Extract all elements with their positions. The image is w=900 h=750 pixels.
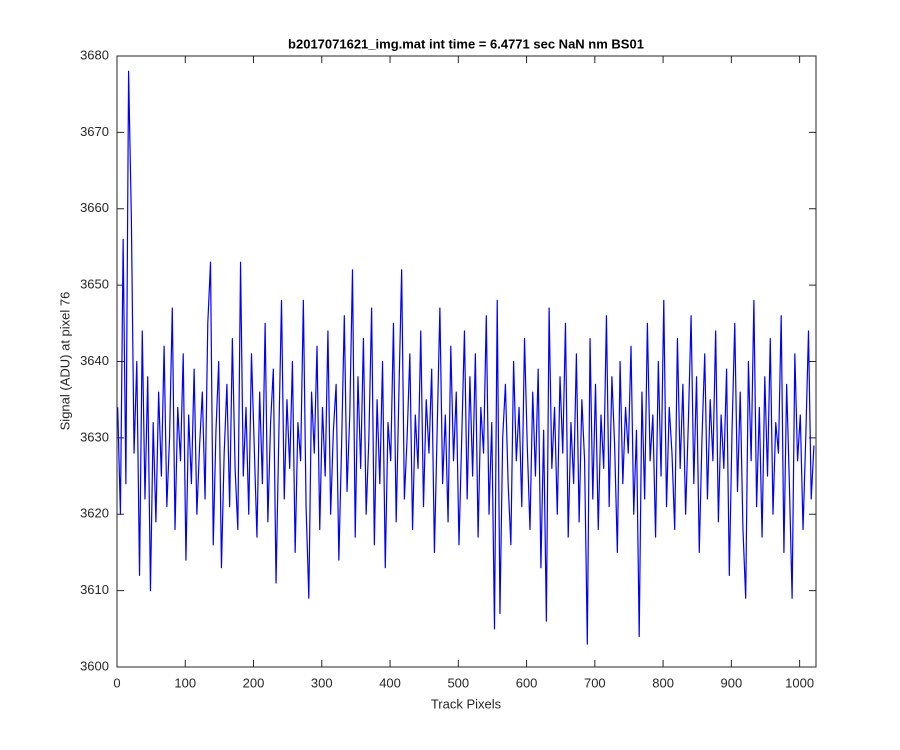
x-tick-label: 400 — [379, 675, 401, 690]
y-tick-label: 3660 — [80, 200, 109, 215]
x-tick-label: 800 — [652, 675, 674, 690]
x-tick-label: 1000 — [785, 675, 814, 690]
x-tick-label: 300 — [311, 675, 333, 690]
y-tick-label: 3620 — [80, 506, 109, 521]
y-tick-label: 3670 — [80, 124, 109, 139]
axes-box — [116, 55, 817, 668]
x-tick-label: 0 — [113, 675, 120, 690]
x-tick-label: 900 — [721, 675, 743, 690]
y-tick-label: 3610 — [80, 582, 109, 597]
x-tick-label: 600 — [516, 675, 538, 690]
y-tick-label: 3640 — [80, 353, 109, 368]
y-tick-label: 3600 — [80, 658, 109, 673]
y-tick-label: 3680 — [80, 47, 109, 62]
x-tick-label: 500 — [447, 675, 469, 690]
chart-title: b2017071621_img.mat int time = 6.4771 se… — [288, 36, 644, 51]
x-axis-label: Track Pixels — [431, 696, 502, 711]
x-tick-label: 200 — [243, 675, 265, 690]
x-tick-label: 100 — [174, 675, 196, 690]
y-tick-label: 3630 — [80, 429, 109, 444]
y-axis-label: Signal (ADU) at pixel 76 — [57, 292, 72, 431]
data-line — [117, 70, 815, 645]
y-tick-label: 3650 — [80, 277, 109, 292]
x-tick-label: 700 — [584, 675, 606, 690]
